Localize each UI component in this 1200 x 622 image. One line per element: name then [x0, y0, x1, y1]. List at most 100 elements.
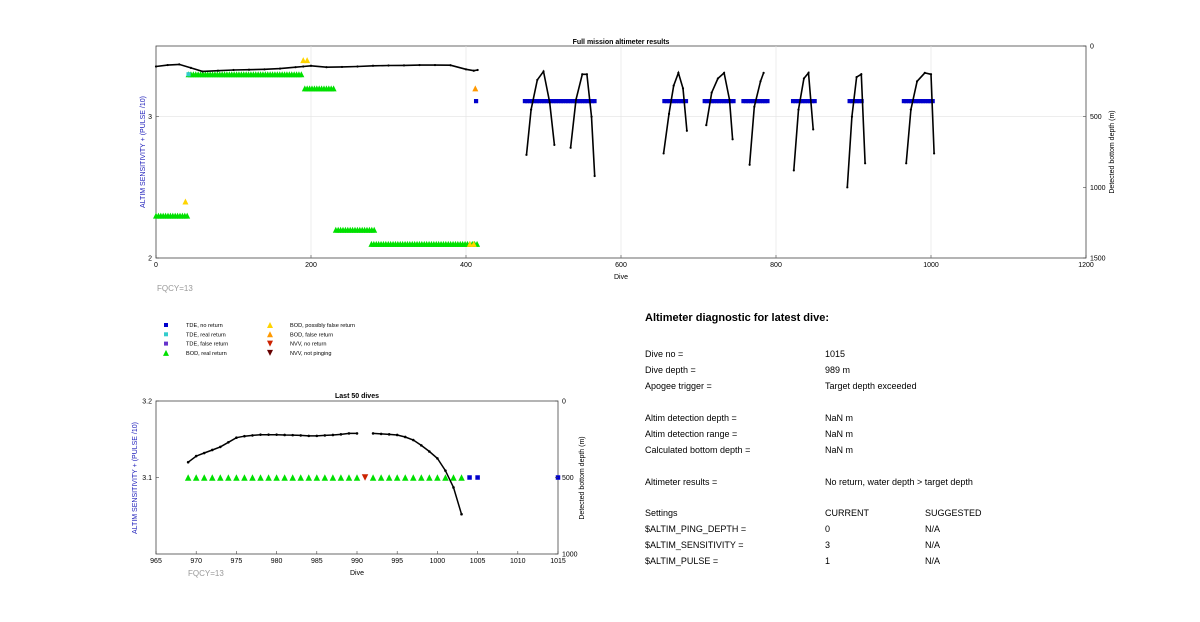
y2-tick-label: 1000	[1090, 185, 1106, 192]
last-50-dives-chart: 965 970 975 980 985 990 995 1000 1005 1010 1015 3.1…	[132, 393, 586, 578]
diag-row-bottom-depth: Calculated bottom depth = NaN m	[645, 445, 1185, 457]
data-marker	[916, 99, 921, 104]
settings-label: $ALTIM_SENSITIVITY =	[645, 540, 744, 550]
nvv-no-return-marker	[361, 474, 369, 481]
depth-point	[315, 434, 319, 438]
diag-value: NaN m	[825, 445, 854, 455]
depth-point	[302, 65, 305, 68]
data-marker	[472, 85, 479, 92]
data-marker	[298, 71, 305, 78]
data-marker	[908, 99, 914, 104]
small-y-axis-label: ALTIM SENSITIVITY + (PULSE /10)	[132, 422, 139, 534]
diag-value: NaN m	[825, 429, 854, 439]
depth-point	[323, 434, 327, 437]
data-marker	[923, 99, 928, 104]
data-marker	[542, 99, 547, 104]
depth-point	[186, 460, 190, 464]
data-marker	[582, 99, 587, 104]
y2-tick-label: 500	[1090, 114, 1102, 121]
data-marker	[712, 99, 717, 104]
depth-point	[716, 77, 719, 80]
settings-row-sensitivity: $ALTIM_SENSITIVITY = 3 N/A	[645, 540, 1185, 552]
settings-label: $ALTIM_PULSE =	[645, 556, 719, 566]
main-marks	[153, 57, 935, 247]
diag-row-apogee-trigger: Apogee trigger = Target depth exceeded	[645, 381, 1185, 393]
settings-current: 3	[825, 540, 831, 550]
x-tick-label: 400	[460, 262, 472, 269]
x-tick-label: 200	[305, 262, 317, 269]
data-marker	[719, 99, 724, 104]
depth-point	[909, 108, 912, 111]
legend-marker	[267, 331, 273, 338]
bod-real-marker	[385, 474, 393, 481]
legend-label: BOD, real return	[186, 351, 227, 357]
depth-point	[802, 77, 806, 80]
bod-real-marker	[200, 474, 208, 481]
data-marker	[714, 99, 719, 104]
depth-point	[753, 105, 756, 108]
data-marker	[743, 99, 748, 104]
depth-point	[731, 138, 734, 141]
depth-point	[247, 68, 251, 71]
data-marker	[702, 99, 707, 104]
legend-label: BOD, possibly false return	[290, 323, 355, 329]
depth-point	[705, 124, 708, 127]
settings-label: $ALTIM_PING_DEPTH =	[645, 524, 747, 534]
diag-label: Altim detection range =	[645, 429, 738, 439]
depth-point	[923, 71, 926, 74]
depth-point	[685, 129, 688, 132]
data-marker	[854, 99, 859, 104]
x-tick-label: 990	[351, 558, 363, 565]
depth-point	[476, 68, 479, 72]
data-marker	[304, 57, 311, 64]
depth-point	[278, 67, 282, 70]
legend-label: BOD, false return	[290, 332, 333, 338]
depth-point	[263, 68, 266, 71]
settings-suggested-header: SUGGESTED	[925, 508, 982, 518]
diagnostic-title: Altimeter diagnostic for latest dive:	[645, 312, 829, 324]
data-marker	[563, 99, 568, 104]
data-marker	[904, 99, 909, 104]
depth-point	[309, 64, 313, 67]
data-marker	[585, 99, 590, 104]
depth-point	[395, 433, 399, 437]
depth-point	[536, 78, 539, 82]
data-marker	[760, 99, 765, 104]
data-marker	[590, 99, 595, 104]
legend-marker	[164, 341, 168, 346]
y-tick-label: 3.2	[142, 399, 152, 406]
data-marker	[554, 99, 559, 104]
depth-point	[340, 65, 344, 69]
main-y-axis-label: ALTIM SENSITIVITY + (PULSE /10)	[140, 96, 147, 208]
depth-point	[307, 434, 311, 438]
depth-point	[846, 186, 849, 189]
depth-point	[807, 71, 810, 74]
x-tick-label: 970	[190, 558, 202, 565]
depth-point	[275, 433, 278, 436]
small-axes: 965 970 975 980 985 990 995 1000 1005 1010 1015 3.1…	[142, 399, 577, 566]
data-marker	[182, 198, 189, 205]
depth-line	[569, 73, 596, 177]
data-marker	[575, 99, 580, 104]
depth-point	[569, 146, 572, 149]
data-marker	[525, 99, 530, 104]
data-marker	[470, 240, 477, 247]
depth-point	[748, 163, 751, 166]
data-marker	[906, 99, 911, 104]
y2-tick-label: 0	[1090, 44, 1094, 51]
depth-point	[797, 108, 800, 111]
bod-real-marker	[442, 474, 449, 481]
depth-point	[178, 63, 181, 66]
y-tick-label: 3.1	[142, 475, 152, 482]
depth-point	[219, 445, 222, 449]
data-marker	[679, 99, 684, 104]
bod-real-marker	[321, 474, 329, 481]
bod-real-marker	[217, 474, 224, 481]
diag-row-dive-depth: Dive depth = 989 m	[645, 365, 1185, 377]
settings-suggested: N/A	[925, 556, 941, 566]
legend-marker	[267, 322, 273, 328]
small-marks	[184, 474, 561, 481]
bod-real-marker	[337, 474, 345, 481]
small-chart-title: Last 50 dives	[335, 393, 379, 400]
depth-point	[202, 451, 206, 455]
